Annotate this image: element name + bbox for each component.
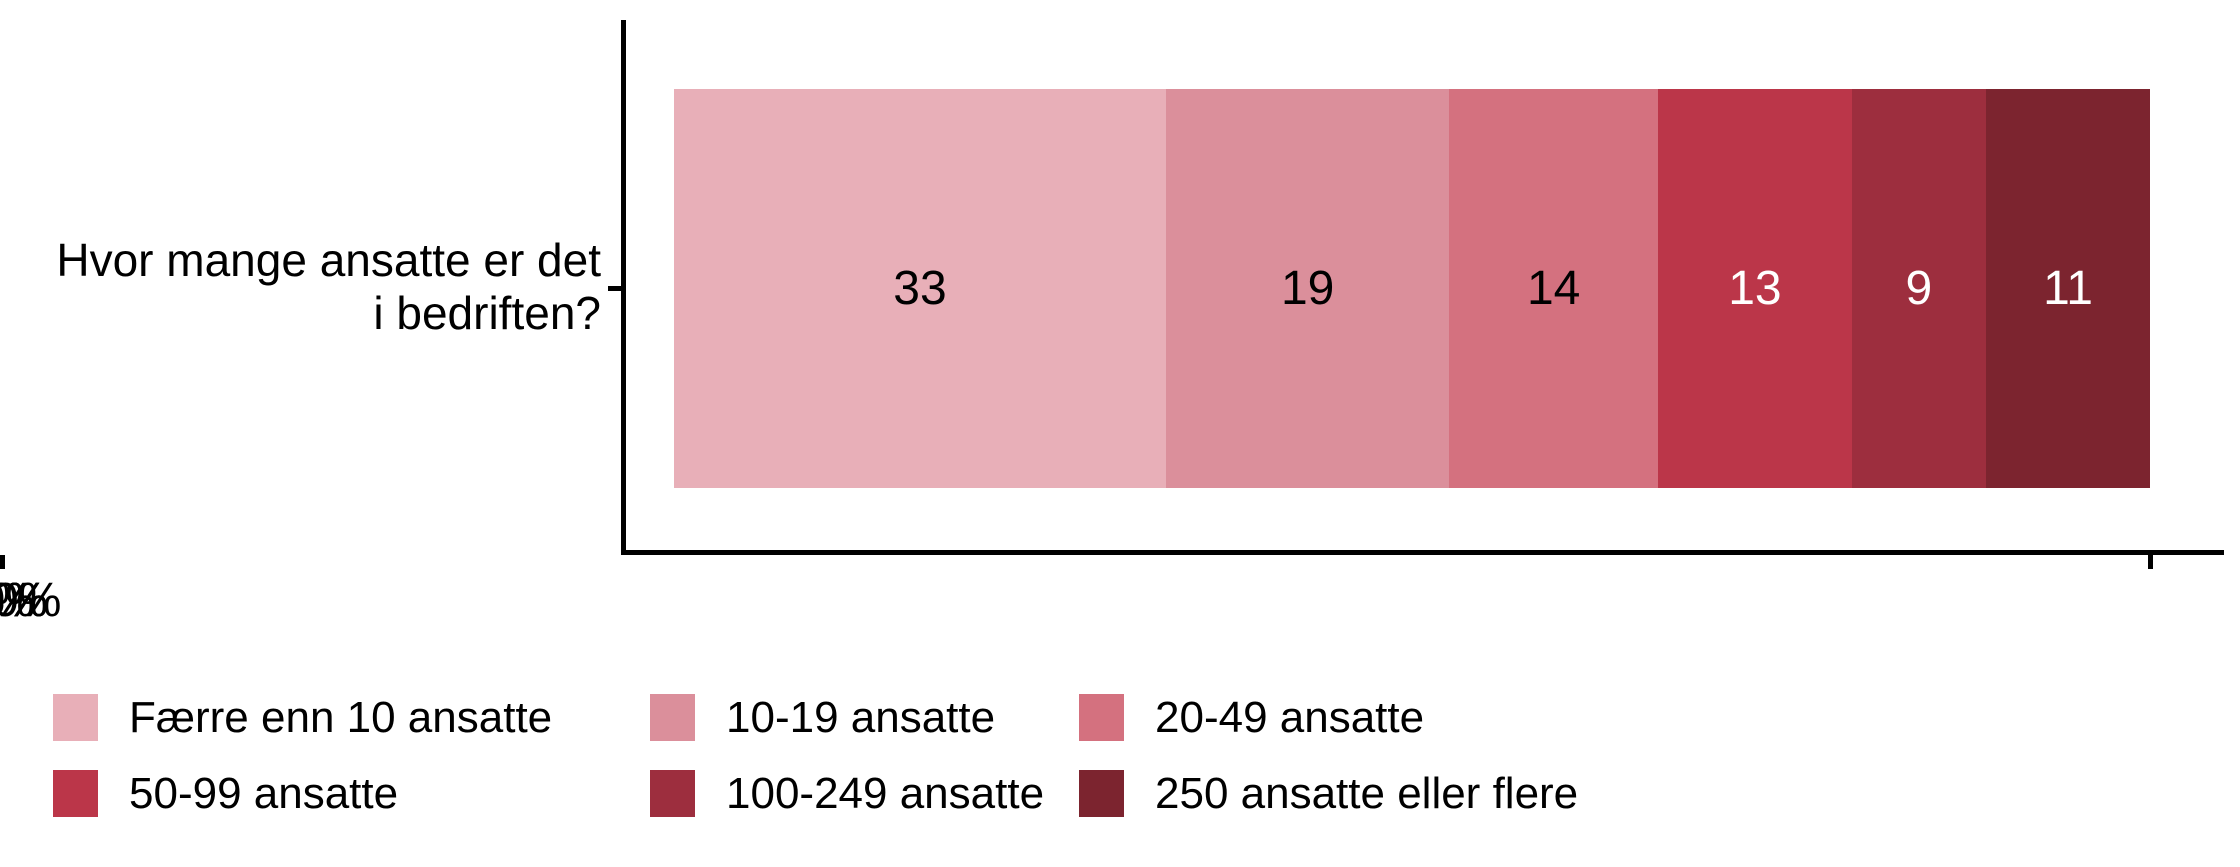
legend-label: 10-19 ansatte [726, 693, 996, 742]
x-axis-tick-100 [0, 555, 5, 569]
legend-swatch-50-99 [53, 770, 98, 817]
x-axis-tick-0 [2148, 555, 2153, 569]
legend-swatch-100-249 [650, 770, 695, 817]
legend-label: 20-49 ansatte [1155, 693, 1425, 742]
legend-item-under-10: Færre enn 10 ansatte [53, 694, 650, 741]
x-tick-label-25: 25% [0, 574, 49, 627]
x-tick-label-75: 75% [0, 574, 49, 627]
bar-segment-under-10: 33 [674, 89, 1166, 488]
legend-label: Færre enn 10 ansatte [129, 693, 553, 742]
x-tick-label-50: 50% [0, 574, 49, 627]
legend-label: 250 ansatte eller flere [1155, 769, 1579, 818]
y-axis-category-label: Hvor mange ansatte er det i bedriften? [0, 234, 601, 340]
x-tick-label-100: 100% [0, 574, 62, 627]
bar-segment-50-99: 13 [1658, 89, 1852, 488]
bar-segment-10-19: 19 [1166, 89, 1450, 488]
bar-segment-20-49: 14 [1449, 89, 1658, 488]
stacked-bar: 33 19 14 13 9 11 [674, 89, 2150, 488]
legend-item-100-249: 100-249 ansatte [650, 770, 1079, 817]
y-axis-line [621, 20, 626, 555]
legend-item-20-49: 20-49 ansatte [1079, 694, 1578, 741]
legend-label: 100-249 ansatte [726, 769, 1045, 818]
legend-item-50-99: 50-99 ansatte [53, 770, 650, 817]
segment-value-label: 11 [2043, 261, 2093, 315]
legend-swatch-20-49 [1079, 694, 1124, 741]
y-axis-label-line-1: Hvor mange ansatte er det [56, 234, 601, 286]
legend-item-250-plus: 250 ansatte eller flere [1079, 770, 1578, 817]
segment-value-label: 13 [1728, 261, 1782, 315]
segment-value-label: 14 [1526, 261, 1581, 315]
legend-swatch-under-10 [53, 694, 98, 741]
x-axis-line [621, 550, 2224, 555]
legend-swatch-250-plus [1079, 770, 1124, 817]
bar-segment-100-249: 9 [1851, 89, 1986, 488]
segment-value-label: 9 [1905, 261, 1933, 315]
legend-item-10-19: 10-19 ansatte [650, 694, 1079, 741]
bar-segment-250-plus: 11 [1986, 89, 2150, 488]
x-tick-label-0: 0% [0, 575, 35, 627]
segment-value-label: 33 [893, 261, 947, 315]
y-axis-label-line-2: i bedriften? [373, 287, 601, 339]
segment-value-label: 19 [1280, 261, 1335, 315]
y-axis-tick [608, 286, 621, 291]
legend: Færre enn 10 ansatte 10-19 ansatte 20-49… [53, 694, 1578, 817]
legend-label: 50-99 ansatte [129, 769, 399, 818]
legend-swatch-10-19 [650, 694, 695, 741]
